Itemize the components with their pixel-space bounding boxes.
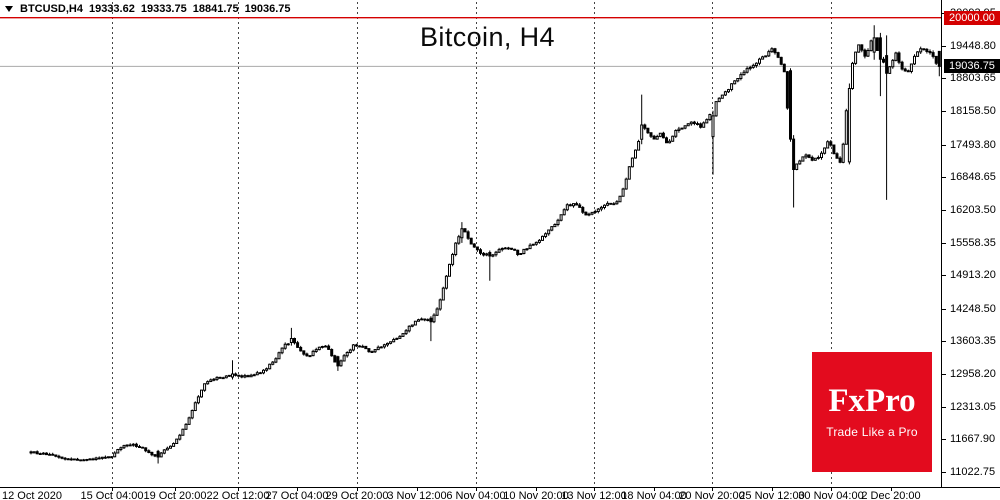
price-tick <box>942 374 946 376</box>
price-axis-label: 17493.80 <box>950 138 996 151</box>
time-tick <box>297 488 298 491</box>
time-tick <box>476 488 477 491</box>
time-tick <box>831 488 832 491</box>
time-axis-label: 3 Nov 12:00 <box>387 490 447 500</box>
time-axis-label: 15 Oct 04:00 <box>80 490 144 500</box>
price-tick <box>942 275 946 277</box>
time-tick <box>536 488 537 491</box>
time-tick <box>357 488 358 491</box>
symbol-ohlc-line[interactable]: BTCUSD,H4 19333.62 19333.75 18841.75 190… <box>5 3 297 15</box>
time-axis-label: 19 Oct 20:00 <box>143 490 207 500</box>
bear-candles <box>29 37 941 462</box>
fxpro-tagline: Trade Like a Pro <box>826 425 918 439</box>
price-tick <box>942 78 946 80</box>
price-axis-label: 15558.35 <box>950 236 996 249</box>
current-price-badge: 19036.75 <box>944 59 1000 74</box>
price-axis-label: 18158.50 <box>950 104 996 117</box>
price-axis-label: 13603.35 <box>950 335 996 348</box>
time-tick <box>417 488 418 491</box>
ohlc-low: 18841.75 <box>192 3 239 15</box>
price-tick <box>942 242 946 244</box>
fxpro-watermark: FxPro Trade Like a Pro <box>812 352 932 472</box>
price-tick <box>942 45 946 47</box>
symbol-dropdown-icon[interactable] <box>5 6 13 12</box>
time-axis-label: 22 Oct 12:00 <box>206 490 270 500</box>
ohlc-close: 19036.75 <box>244 3 291 15</box>
time-tick <box>594 488 595 491</box>
price-axis-label: 11667.90 <box>950 433 996 446</box>
ohlc-high: 19333.75 <box>140 3 187 15</box>
price-axis-label: 11022.75 <box>950 466 996 478</box>
time-axis-label: 10 Nov 20:00 <box>503 490 569 500</box>
price-tick <box>942 406 946 408</box>
time-tick <box>175 488 176 491</box>
price-tick <box>942 144 946 146</box>
time-axis-label: 27 Oct 04:00 <box>265 490 329 500</box>
chart-title: Bitcoin, H4 <box>420 22 555 52</box>
price-tick <box>942 209 946 211</box>
time-axis[interactable]: 12 Oct 2020 15 Oct 04:00 19 Oct 20:00 22 Oc… <box>0 487 1000 500</box>
time-axis-label: 12 Oct 2020 <box>2 490 62 500</box>
symbol-label: BTCUSD,H4 <box>20 3 83 15</box>
time-axis-label: 18 Nov 04:00 <box>621 490 687 500</box>
price-axis-label: 18803.65 <box>950 72 996 85</box>
price-axis[interactable]: 20000.00 19036.75 20093.9519448.8018803.… <box>941 0 1000 488</box>
time-axis-label: 29 Oct 20:00 <box>325 490 389 500</box>
price-axis-label: 12313.05 <box>950 400 996 413</box>
time-tick <box>654 488 655 491</box>
bull-candles <box>32 37 923 462</box>
price-axis-label: 19448.80 <box>950 39 996 52</box>
time-axis-label: 30 Nov 04:00 <box>798 490 864 500</box>
time-axis-label: 25 Nov 12:00 <box>739 490 805 500</box>
price-axis-label: 12958.20 <box>950 368 996 381</box>
price-tick <box>942 439 946 441</box>
time-tick <box>712 488 713 491</box>
price-axis-label: 14913.20 <box>950 269 996 282</box>
price-tick <box>942 472 946 473</box>
price-tick <box>942 110 946 112</box>
price-tick <box>942 341 946 343</box>
time-axis-label: 13 Nov 12:00 <box>561 490 627 500</box>
time-axis-label: 2 Dec 20:00 <box>861 490 921 500</box>
price-axis-label: 16203.50 <box>950 203 996 216</box>
time-tick <box>772 488 773 491</box>
time-tick <box>112 488 113 491</box>
ohlc-open: 19333.62 <box>88 3 135 15</box>
fxpro-logo-text: FxPro <box>828 383 916 419</box>
time-tick <box>238 488 239 491</box>
time-tick <box>891 488 892 491</box>
price-axis-label: 16848.65 <box>950 171 996 184</box>
candle-wicks <box>30 25 940 464</box>
time-axis-label: 20 Nov 20:00 <box>679 490 745 500</box>
price-axis-label: 14248.50 <box>950 302 996 315</box>
time-axis-label: 6 Nov 04:00 <box>446 490 506 500</box>
price-tick <box>942 308 946 310</box>
price-tick <box>942 177 946 179</box>
resistance-price-badge: 20000.00 <box>944 10 1000 25</box>
